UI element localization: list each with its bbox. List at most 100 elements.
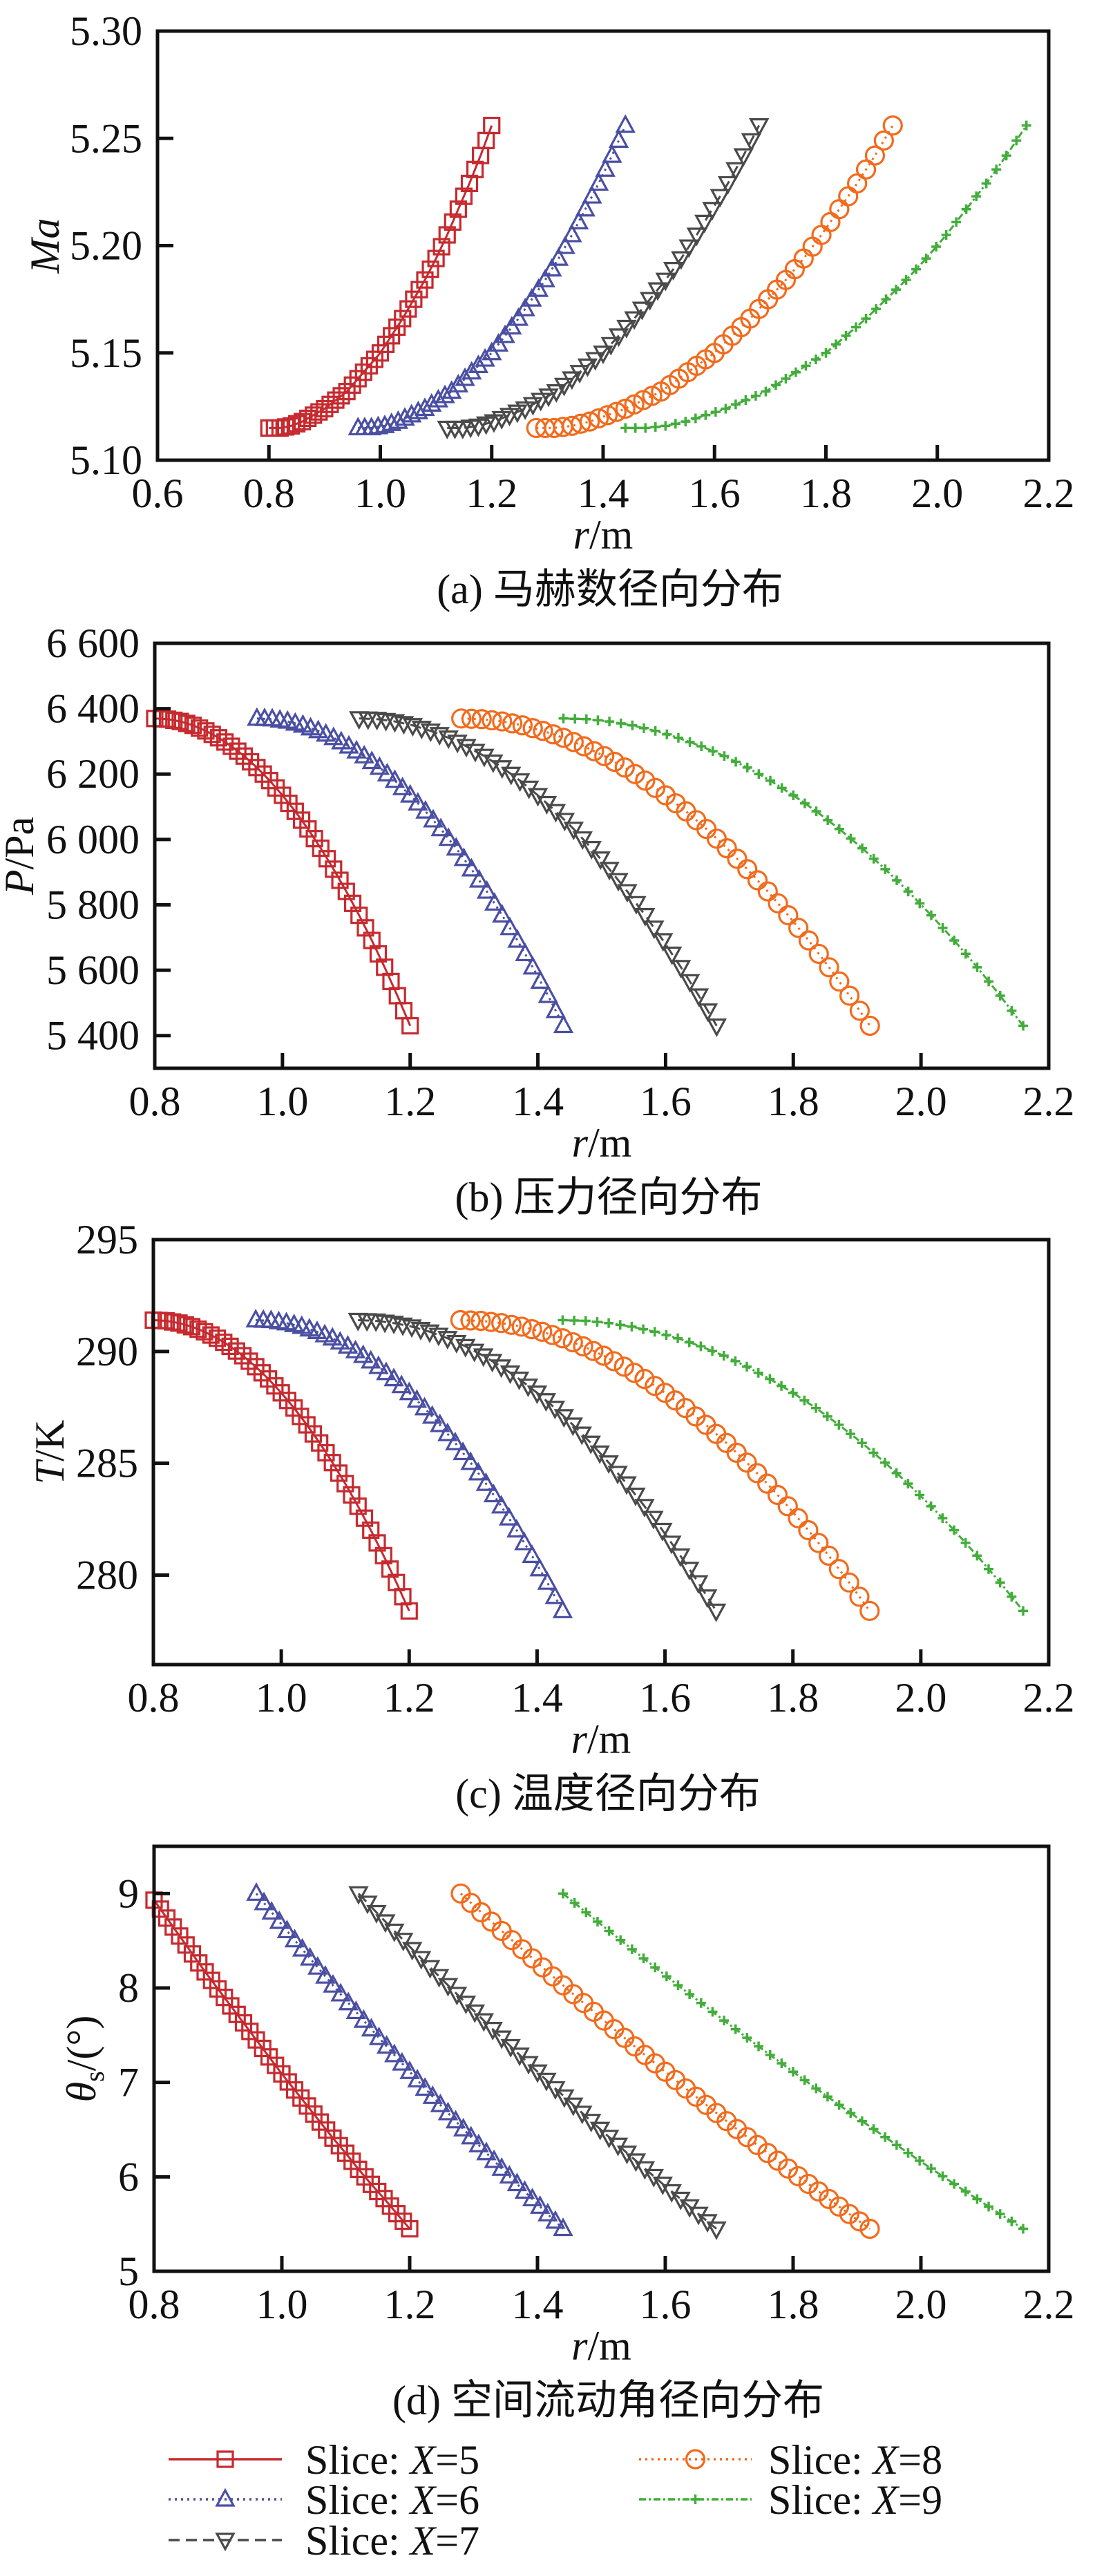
y-tick-label: 5.20 <box>70 223 142 269</box>
triangle-down-marker <box>580 1435 601 1455</box>
chart-caption: (c) 温度径向分布 <box>455 1771 761 1817</box>
triangle-up-marker <box>553 1014 574 1034</box>
circle-marker <box>450 1309 470 1331</box>
circle-marker <box>613 1356 634 1377</box>
triangle-down-marker <box>348 1886 369 1905</box>
square-marker <box>325 860 343 878</box>
triangle-up-marker <box>475 348 495 367</box>
plus-marker <box>1007 2216 1017 2226</box>
plus-marker <box>880 864 891 874</box>
triangle-up-marker <box>588 172 609 191</box>
plus-marker <box>684 1337 694 1347</box>
plus-marker <box>719 751 730 761</box>
plus-marker <box>846 2108 856 2118</box>
plus-marker <box>616 718 626 728</box>
triangle-up-marker <box>475 1472 497 1491</box>
triangle-down-marker <box>577 358 598 377</box>
y-axis-label: θs/(°) <box>59 2016 110 2103</box>
circle-marker <box>828 1559 849 1580</box>
triangle-up-marker <box>437 2101 459 2121</box>
plus-marker <box>937 922 948 933</box>
plus-marker <box>857 2116 867 2126</box>
circle-marker <box>614 757 635 778</box>
circle-marker <box>757 881 778 902</box>
triangle-up-marker <box>514 1531 535 1551</box>
x-tick-label: 1.2 <box>384 2282 436 2327</box>
square-marker <box>287 415 306 433</box>
x-tick-label: 1.2 <box>383 1675 435 1721</box>
square-marker <box>190 1954 208 1972</box>
plus-marker <box>650 422 660 432</box>
triangle-up-marker <box>537 1571 558 1590</box>
square-marker <box>483 117 501 135</box>
y-tick-label: 6 400 <box>46 686 140 732</box>
x-axis-label-unit: /m <box>588 1120 631 1166</box>
triangle-up-marker <box>537 984 559 1003</box>
x-tick-label: 2.2 <box>1023 1675 1075 1721</box>
plus-marker <box>921 254 931 264</box>
triangle-up-marker <box>384 769 406 788</box>
circle-marker <box>654 1383 676 1403</box>
triangle-down-marker <box>393 1933 414 1952</box>
triangle-down-marker <box>464 1343 485 1363</box>
triangle-up-marker <box>430 817 451 837</box>
triangle-up-marker <box>548 247 569 266</box>
triangle-up-marker <box>602 144 622 163</box>
plus-marker <box>972 962 982 972</box>
square-marker <box>401 1016 419 1035</box>
plus-marker <box>790 367 801 377</box>
triangle-down-marker <box>663 262 684 281</box>
plus-marker <box>857 1438 867 1448</box>
circle-marker <box>604 751 625 773</box>
square-marker <box>165 711 183 730</box>
square-marker <box>349 1497 367 1515</box>
chart-flow-angle: 0.8 1.0 1.2 1.4 1.6 1.8 2.0 2.2 5 6 7 8 9 r/m θs/(°) (d… <box>59 1844 1075 2423</box>
triangle-down-marker <box>455 1338 476 1358</box>
circle-marker <box>461 708 482 729</box>
circle-marker <box>819 957 839 978</box>
triangle-up-marker <box>455 367 475 386</box>
legend-label-value: =6 <box>435 2477 479 2523</box>
x-axis-label-var: r <box>571 2323 588 2369</box>
square-marker <box>176 1316 194 1334</box>
triangle-down-marker <box>446 1334 467 1354</box>
circle-marker <box>788 1508 808 1528</box>
triangle-up-marker <box>499 916 520 936</box>
legend-label-value: =8 <box>898 2437 942 2483</box>
triangle-up-marker <box>345 2000 366 2020</box>
triangle-down-marker <box>696 1589 718 1609</box>
x-tick-label: 1.8 <box>768 2282 819 2327</box>
plus-marker <box>581 1907 591 1917</box>
circle-marker <box>593 1345 614 1366</box>
y-tick-label: 5 600 <box>46 947 140 993</box>
plot-frame <box>153 641 1051 1070</box>
triangle-down-marker <box>625 1487 646 1506</box>
triangle-up-marker <box>435 384 455 404</box>
triangle-down-marker <box>402 1942 423 1961</box>
plus-marker <box>627 720 638 730</box>
legend-label-var: X <box>409 2437 437 2483</box>
circle-marker <box>533 721 553 741</box>
triangle-up-marker <box>392 2052 412 2071</box>
circle-marker <box>859 1015 880 1036</box>
circle-marker <box>492 711 513 732</box>
series-X7 <box>347 1312 727 1622</box>
triangle-down-marker <box>438 730 459 750</box>
y-axis-label: T/K <box>27 1420 73 1484</box>
square-marker <box>343 376 361 394</box>
triangle-up-marker <box>361 2018 382 2037</box>
square-marker <box>330 1464 348 1482</box>
series-X8 <box>450 1883 880 2239</box>
triangle-up-marker <box>399 1381 419 1401</box>
triangle-up-marker <box>522 1544 542 1563</box>
triangle-up-marker <box>530 970 551 989</box>
triangle-up-marker <box>460 1451 481 1470</box>
triangle-up-marker <box>284 1929 305 1948</box>
triangle-up-marker <box>535 268 555 287</box>
triangle-down-marker <box>670 1548 691 1567</box>
y-axis-label-unit: /(°) <box>59 2016 104 2072</box>
square-marker <box>401 2219 419 2238</box>
plus-marker <box>661 1971 672 1982</box>
plus-marker <box>991 164 1002 175</box>
triangle-up-marker <box>300 1947 321 1966</box>
